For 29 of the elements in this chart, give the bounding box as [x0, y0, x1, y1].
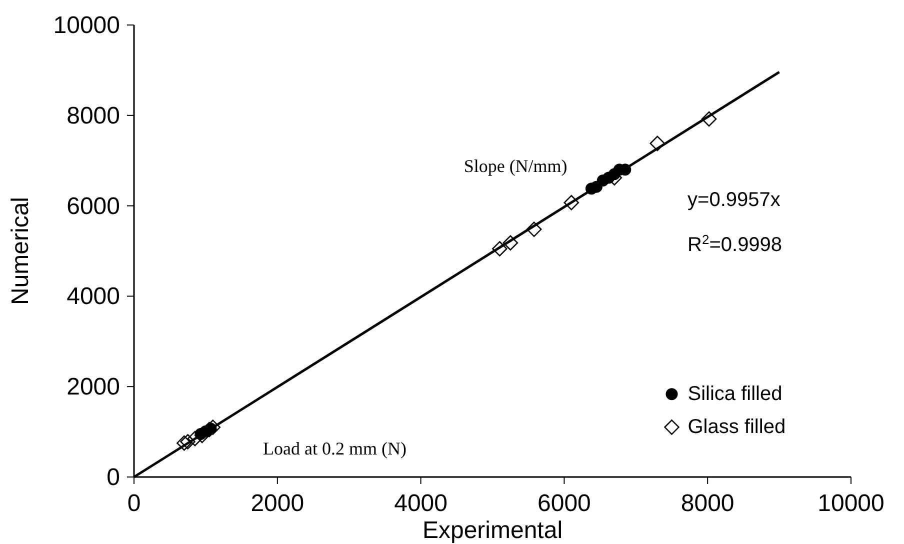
y-tick-label: 4000: [66, 283, 120, 310]
x-axis-title: Experimental: [422, 517, 563, 544]
point: [526, 222, 542, 237]
annotation: Slope (N/mm): [464, 156, 568, 176]
y-tick-label: 6000: [66, 192, 120, 220]
y-tick-label: 10000: [53, 12, 120, 39]
y-axis-title: Numerical: [7, 196, 34, 306]
legend-label: Glass filled: [688, 416, 786, 438]
point: [701, 111, 717, 127]
x-tick-label: 6000: [538, 490, 591, 517]
y-tick-label: 2000: [66, 374, 120, 401]
point: [650, 136, 666, 152]
annotation: y=0.9957x: [688, 188, 780, 211]
x-tick-label: 4000: [394, 490, 448, 517]
point: [502, 235, 518, 251]
x-tick-label: 8000: [680, 490, 734, 517]
x-tick-label: 0: [127, 490, 141, 517]
point: [492, 241, 508, 256]
point: [564, 194, 580, 210]
annotation: R$^{2}$=0.9998: [688, 232, 782, 256]
legend-label: Silica filled: [688, 383, 782, 406]
point: [176, 435, 192, 451]
y-tick-label: 0: [106, 464, 120, 491]
point: [187, 430, 203, 446]
x-tick-label: 10000: [818, 490, 884, 517]
annotation: Load at 0.2 mm (N): [263, 438, 407, 458]
x-tick-label: 2000: [250, 490, 304, 517]
point: [180, 434, 196, 450]
y-tick-label: 8000: [66, 102, 120, 130]
